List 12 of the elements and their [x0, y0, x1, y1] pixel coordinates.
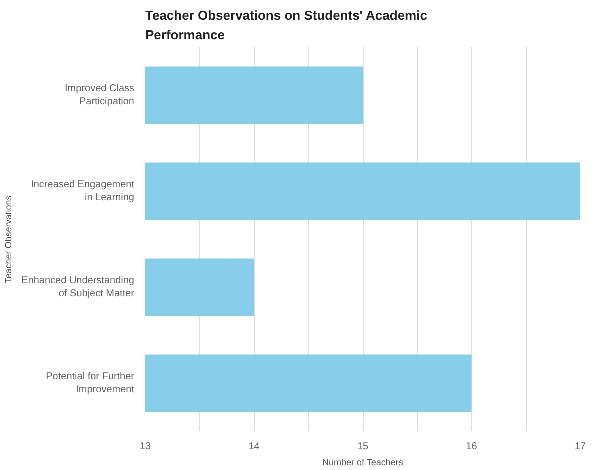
- x-axis-title: Number of Teachers: [322, 458, 404, 468]
- y-tick-label: Potential for Further Improvement: [46, 371, 136, 396]
- y-tick-label: Enhanced Understanding of Subject Matter: [22, 275, 136, 300]
- x-tick-label: 15: [357, 442, 369, 452]
- y-axis-title: Teacher Observations: [4, 195, 14, 284]
- y-tick-label: Increased Engagement in Learning: [31, 179, 135, 204]
- x-tick-label: 13: [140, 442, 152, 452]
- x-tick-label: 14: [248, 442, 260, 452]
- x-tick-label: 16: [466, 442, 478, 452]
- y-tick-label: Improved Class Participation: [65, 83, 134, 108]
- x-tick-label: 17: [574, 442, 586, 452]
- chart-title: Teacher Observations on Students' Academic Performance: [146, 8, 428, 42]
